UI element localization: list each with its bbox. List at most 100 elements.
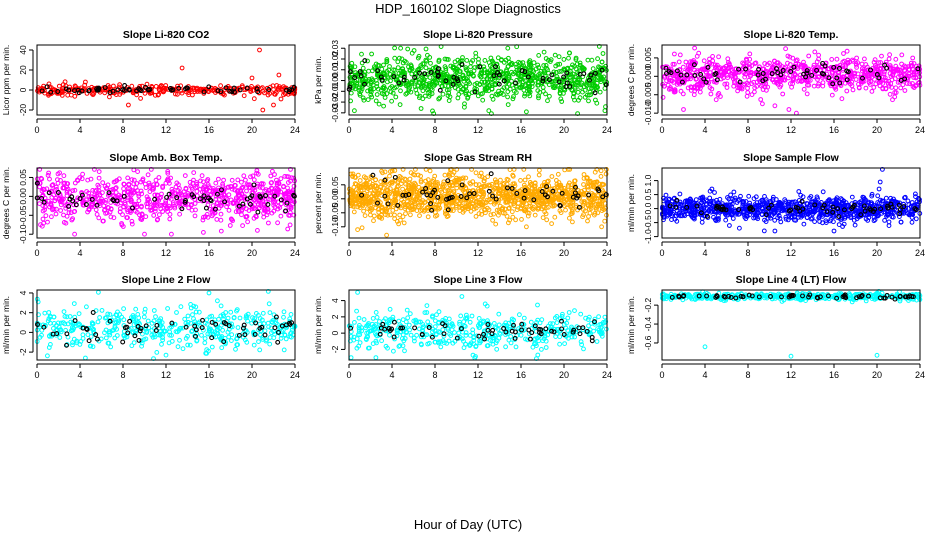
outlier-point bbox=[131, 167, 137, 173]
data-point bbox=[869, 89, 875, 94]
reference-point bbox=[166, 191, 172, 197]
data-point bbox=[728, 72, 733, 77]
data-point bbox=[880, 85, 886, 91]
data-point bbox=[232, 182, 238, 188]
data-points bbox=[347, 167, 609, 238]
x-tick-label: 20 bbox=[559, 248, 569, 258]
reference-point bbox=[237, 87, 243, 93]
data-point bbox=[463, 67, 469, 72]
reference-point bbox=[513, 80, 518, 86]
data-point bbox=[514, 207, 520, 213]
reference-point bbox=[488, 171, 494, 177]
data-point bbox=[174, 180, 180, 186]
data-point bbox=[490, 217, 496, 223]
data-point bbox=[239, 179, 244, 185]
data-point bbox=[724, 85, 730, 90]
data-point bbox=[820, 83, 826, 89]
data-point bbox=[412, 84, 418, 90]
data-point bbox=[182, 173, 188, 179]
data-point bbox=[80, 171, 85, 177]
data-point bbox=[677, 52, 683, 58]
data-point bbox=[37, 195, 42, 201]
data-point bbox=[132, 202, 138, 208]
reference-point bbox=[39, 88, 45, 94]
data-point bbox=[785, 53, 791, 59]
x-tick-label: 12 bbox=[473, 248, 483, 258]
data-point bbox=[61, 185, 67, 191]
data-point bbox=[479, 212, 485, 217]
outlier-point bbox=[786, 107, 792, 112]
data-point bbox=[505, 45, 511, 51]
data-point bbox=[287, 210, 293, 216]
reference-point bbox=[223, 85, 229, 91]
data-point bbox=[484, 82, 490, 87]
data-point bbox=[519, 217, 524, 222]
reference-point bbox=[254, 86, 260, 92]
x-tick-label: 4 bbox=[389, 248, 394, 258]
data-point bbox=[115, 201, 120, 207]
data-point bbox=[105, 205, 111, 210]
reference-point bbox=[89, 196, 95, 202]
data-point bbox=[730, 216, 736, 221]
data-point bbox=[72, 180, 78, 186]
x-tick-label: 24 bbox=[602, 125, 612, 135]
data-point bbox=[239, 207, 245, 212]
y-tick-label: 0.0 bbox=[643, 202, 653, 214]
data-point bbox=[384, 69, 390, 74]
reference-point bbox=[860, 75, 865, 81]
data-point bbox=[199, 173, 205, 179]
data-point bbox=[875, 193, 881, 199]
data-point bbox=[510, 214, 516, 220]
reference-point bbox=[272, 193, 278, 199]
data-point bbox=[418, 179, 424, 185]
y-axis: -0.10-0.050.000.05 bbox=[18, 169, 34, 244]
data-point bbox=[444, 74, 450, 79]
data-point bbox=[446, 87, 452, 92]
data-point bbox=[475, 64, 481, 70]
reference-point bbox=[66, 87, 72, 93]
reference-point bbox=[145, 86, 151, 92]
data-point bbox=[440, 91, 446, 97]
data-point bbox=[506, 81, 512, 87]
data-point bbox=[226, 192, 232, 198]
data-point bbox=[375, 86, 381, 92]
data-point bbox=[136, 191, 141, 197]
data-point bbox=[349, 60, 355, 66]
outlier-point bbox=[72, 231, 77, 237]
data-point bbox=[575, 72, 581, 77]
data-point bbox=[543, 63, 549, 68]
chart-title: Slope Li-820 CO2 bbox=[123, 29, 210, 41]
data-point bbox=[552, 214, 558, 220]
data-point bbox=[283, 191, 289, 197]
data-point bbox=[230, 218, 236, 224]
reference-point bbox=[698, 72, 704, 77]
data-point bbox=[152, 206, 158, 212]
data-point bbox=[171, 202, 176, 207]
data-point bbox=[542, 70, 548, 76]
data-point bbox=[369, 51, 375, 57]
reference-point bbox=[152, 196, 158, 202]
data-point bbox=[400, 214, 406, 220]
data-point bbox=[802, 63, 808, 69]
data-point bbox=[811, 62, 817, 68]
data-point bbox=[706, 74, 712, 79]
data-point bbox=[278, 213, 284, 219]
data-point bbox=[111, 83, 116, 89]
data-point bbox=[48, 200, 54, 206]
data-point bbox=[233, 195, 239, 201]
data-point bbox=[594, 100, 600, 106]
data-point bbox=[685, 63, 691, 68]
data-point bbox=[47, 84, 52, 90]
data-point bbox=[461, 75, 467, 81]
data-point bbox=[452, 59, 458, 65]
x-tick-label: 0 bbox=[34, 125, 39, 135]
data-point bbox=[756, 64, 762, 70]
data-point bbox=[147, 182, 153, 188]
reference-point bbox=[251, 182, 257, 188]
data-point bbox=[360, 95, 366, 101]
data-point bbox=[168, 196, 174, 202]
data-point bbox=[281, 183, 287, 189]
data-point bbox=[114, 86, 120, 92]
data-point bbox=[597, 73, 603, 79]
